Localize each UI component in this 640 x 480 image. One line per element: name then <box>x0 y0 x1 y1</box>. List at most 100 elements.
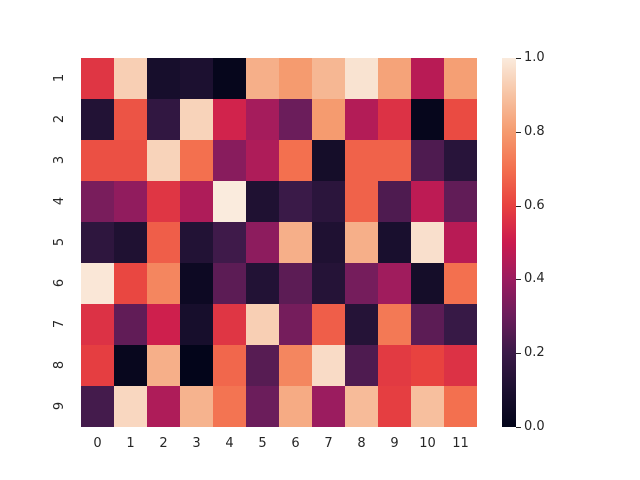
heatmap-cell <box>411 181 444 222</box>
x-tick-label: 7 <box>324 436 333 451</box>
heatmap-cell <box>279 386 312 427</box>
heatmap-cell <box>312 386 345 427</box>
heatmap-cell <box>279 58 312 99</box>
y-tick-label: 8 <box>52 360 67 370</box>
heatmap-cell <box>312 304 345 345</box>
heatmap-cell <box>213 140 246 181</box>
heatmap-cell <box>81 181 114 222</box>
heatmap-cell <box>180 140 213 181</box>
heatmap-cell <box>279 140 312 181</box>
heatmap-cell <box>345 222 378 263</box>
heatmap-cell <box>246 99 279 140</box>
colorbar-tick-mark <box>516 132 521 133</box>
heatmap-cell <box>345 140 378 181</box>
heatmap-cell <box>114 222 147 263</box>
heatmap-cell <box>444 181 477 222</box>
heatmap-cell <box>279 222 312 263</box>
heatmap-cell <box>444 222 477 263</box>
heatmap-cell <box>378 263 411 304</box>
heatmap-cell <box>81 99 114 140</box>
x-tick-label: 5 <box>258 436 267 451</box>
heatmap-cell <box>213 181 246 222</box>
heatmap-cell <box>444 386 477 427</box>
heatmap-cell <box>312 222 345 263</box>
heatmap-cell <box>246 140 279 181</box>
heatmap-cell <box>378 386 411 427</box>
heatmap-cell <box>444 304 477 345</box>
heatmap-cell <box>444 140 477 181</box>
heatmap-cell <box>411 58 444 99</box>
y-tick-label: 9 <box>52 401 67 411</box>
heatmap-cell <box>444 263 477 304</box>
heatmap-cell <box>312 58 345 99</box>
heatmap-cell <box>147 140 180 181</box>
colorbar-tick-label: 0.8 <box>524 124 545 139</box>
heatmap-cell <box>213 58 246 99</box>
heatmap-cell <box>114 140 147 181</box>
x-tick-label: 2 <box>159 436 168 451</box>
y-tick-label: 6 <box>52 278 67 288</box>
heatmap-cell <box>180 99 213 140</box>
heatmap-cell <box>345 386 378 427</box>
heatmap-cell <box>147 345 180 386</box>
heatmap-cell <box>279 263 312 304</box>
heatmap-cell <box>81 386 114 427</box>
heatmap-cell <box>411 304 444 345</box>
heatmap-cell <box>114 263 147 304</box>
heatmap-cell <box>279 345 312 386</box>
heatmap-cell <box>213 345 246 386</box>
colorbar-tick-mark <box>516 353 521 354</box>
heatmap-cell <box>345 263 378 304</box>
heatmap-cell <box>114 181 147 222</box>
heatmap-cell <box>444 345 477 386</box>
heatmap-cell <box>411 386 444 427</box>
heatmap-cell <box>114 99 147 140</box>
heatmap-cell <box>378 181 411 222</box>
heatmap-cell <box>213 99 246 140</box>
x-tick-label: 0 <box>93 436 102 451</box>
heatmap-cell <box>180 345 213 386</box>
heatmap-cell <box>147 263 180 304</box>
heatmap-cell <box>411 222 444 263</box>
heatmap-cell <box>378 345 411 386</box>
colorbar <box>502 58 516 427</box>
heatmap-cell <box>246 181 279 222</box>
heatmap-cell <box>114 304 147 345</box>
x-tick-label: 4 <box>225 436 234 451</box>
x-tick-label: 3 <box>192 436 201 451</box>
heatmap-cell <box>312 263 345 304</box>
heatmap-cell <box>147 181 180 222</box>
y-tick-label: 7 <box>52 319 67 329</box>
heatmap-cell <box>378 222 411 263</box>
heatmap-cell <box>147 58 180 99</box>
x-tick-label: 8 <box>357 436 366 451</box>
heatmap-cell <box>444 58 477 99</box>
heatmap-cell <box>378 140 411 181</box>
heatmap-grid <box>81 58 477 427</box>
heatmap-cell <box>114 345 147 386</box>
heatmap-cell <box>213 263 246 304</box>
heatmap-cell <box>81 140 114 181</box>
heatmap-cell <box>81 304 114 345</box>
heatmap-cell <box>147 99 180 140</box>
heatmap-cell <box>312 99 345 140</box>
heatmap-cell <box>345 58 378 99</box>
x-tick-label: 1 <box>126 436 135 451</box>
y-tick-label: 5 <box>52 237 67 247</box>
heatmap-cell <box>213 304 246 345</box>
heatmap-cell <box>246 263 279 304</box>
heatmap-cell <box>279 304 312 345</box>
heatmap-cell <box>411 99 444 140</box>
heatmap-cell <box>246 386 279 427</box>
x-tick-label: 9 <box>390 436 399 451</box>
heatmap-cell <box>114 386 147 427</box>
heatmap-cell <box>114 58 147 99</box>
heatmap-cell <box>279 99 312 140</box>
x-tick-label: 6 <box>291 436 300 451</box>
heatmap-cell <box>444 99 477 140</box>
heatmap-cell <box>81 345 114 386</box>
x-tick-label: 10 <box>419 436 436 451</box>
heatmap-cell <box>81 263 114 304</box>
heatmap-cell <box>411 345 444 386</box>
colorbar-tick-mark <box>516 427 521 428</box>
